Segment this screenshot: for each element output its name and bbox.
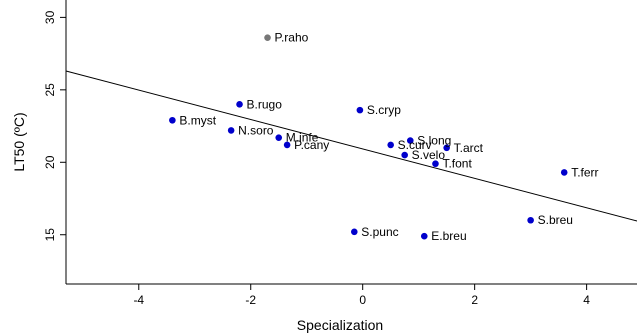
data-point	[264, 34, 271, 41]
point-label: M.infe	[286, 131, 319, 145]
regression-line-group	[65, 70, 637, 222]
data-point	[406, 137, 414, 144]
point-label: B.rugo	[247, 97, 283, 111]
point-label: T.font	[442, 157, 472, 171]
point-label: S.curv	[398, 138, 432, 152]
y-tick-label: 15	[43, 228, 57, 242]
x-tick-label: -4	[133, 293, 144, 307]
data-point	[420, 232, 428, 240]
data-point	[236, 101, 243, 108]
data-point	[275, 134, 283, 141]
y-tick-label: 30	[43, 10, 57, 24]
data-point	[350, 228, 358, 236]
data-point	[560, 169, 568, 176]
point-label: N.soro	[238, 123, 274, 137]
y-tick-label: 25	[43, 83, 57, 97]
data-point	[169, 116, 176, 124]
x-axis-title: Specialization	[297, 317, 383, 333]
data-point	[356, 106, 364, 114]
data-point	[387, 141, 394, 149]
data-point	[227, 127, 235, 134]
y-tick-label: 20	[43, 155, 57, 169]
x-tick-label: -2	[245, 293, 256, 307]
point-label: E.breu	[431, 229, 466, 243]
y-axis-title: LT50 (ºC)	[11, 112, 27, 171]
data-point	[443, 144, 450, 152]
point-label: T.ferr	[571, 165, 598, 179]
y-axis-ticks: 15 20 25 30	[43, 10, 66, 241]
point-label: S.cryp	[367, 103, 401, 117]
point-label: S.breu	[538, 213, 573, 227]
point-label: S.long	[417, 134, 451, 148]
point-label: S.velo	[412, 148, 446, 162]
point-label: T.arct	[454, 141, 484, 155]
data-point	[401, 151, 408, 159]
data-points	[169, 34, 568, 240]
x-tick-label: 4	[583, 293, 590, 307]
point-label: B.myst	[179, 113, 216, 127]
point-label: S.punc	[361, 225, 398, 239]
data-point	[432, 160, 439, 168]
data-point	[527, 216, 534, 224]
regression-line	[65, 70, 637, 222]
point-label: P.raho	[275, 31, 309, 45]
data-point	[283, 141, 291, 149]
x-tick-label: 2	[471, 293, 478, 307]
x-axis-ticks: -4 -2 0 2 4	[133, 284, 590, 307]
plot-frame	[65, 0, 637, 285]
point-label: P.cany	[294, 138, 329, 152]
x-tick-label: 0	[359, 293, 366, 307]
